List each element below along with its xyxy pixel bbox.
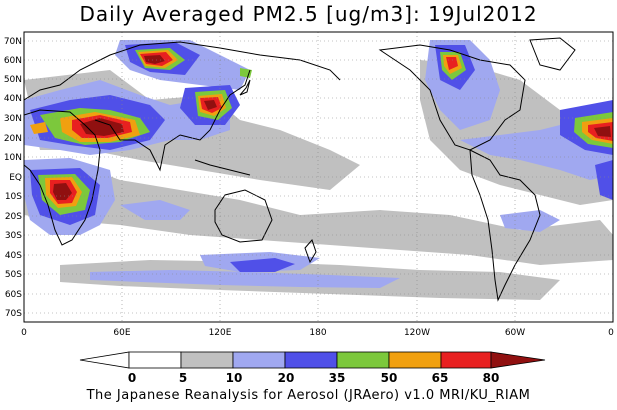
colorbar-segment [284, 351, 338, 369]
lat-label: 40S [5, 251, 22, 261]
colorbar-lower-arrow [79, 351, 130, 369]
colorbar-upper-arrow [490, 351, 546, 369]
colorbar-label: 80 [483, 371, 500, 385]
lat-label: 20N [4, 134, 22, 144]
colorbar [79, 351, 546, 369]
grid [24, 32, 613, 322]
lon-label: 0 [21, 328, 27, 338]
lat-label: 60S [5, 290, 22, 300]
colorbar-label: 65 [432, 371, 449, 385]
colorbar-label: 5 [179, 371, 187, 385]
lat-label: 30S [5, 231, 22, 241]
lon-label: 120W [404, 328, 430, 338]
map-frame [23, 31, 614, 323]
colorbar-segment [128, 351, 182, 369]
lat-label: 30N [4, 114, 22, 124]
map-title: Daily Averaged PM2.5 [ug/m3]: 19Jul2012 [79, 2, 538, 26]
colorbar-label: 0 [128, 371, 136, 385]
colorbar-segment [232, 351, 286, 369]
pm25-field [24, 37, 613, 302]
footer-caption: The Japanese Reanalysis for Aerosol (JRA… [86, 388, 531, 403]
lon-label: 0 [608, 328, 614, 338]
lat-label: 10N [4, 153, 22, 163]
colorbar-label: 10 [226, 371, 243, 385]
lat-label: 40N [4, 94, 22, 104]
colorbar-label: 20 [278, 371, 295, 385]
lat-label: 50S [5, 270, 22, 280]
lat-label: EQ [9, 173, 22, 183]
coastlines [24, 37, 576, 302]
lon-label: 120E [209, 328, 232, 338]
lat-label: 60N [4, 56, 22, 66]
lon-label: 60E [113, 328, 130, 338]
lat-label: 50N [4, 75, 22, 85]
colorbar-label: 50 [381, 371, 398, 385]
lat-label: 70N [4, 37, 22, 47]
lon-label: 180 [309, 328, 326, 338]
lat-label: 10S [5, 192, 22, 202]
lat-label: 70S [5, 309, 22, 319]
colorbar-segment [388, 351, 442, 369]
lon-label: 60W [505, 328, 525, 338]
colorbar-segment [180, 351, 234, 369]
lat-label: 20S [5, 212, 22, 222]
colorbar-label: 35 [329, 371, 346, 385]
colorbar-segment [440, 351, 492, 369]
colorbar-segment [336, 351, 390, 369]
